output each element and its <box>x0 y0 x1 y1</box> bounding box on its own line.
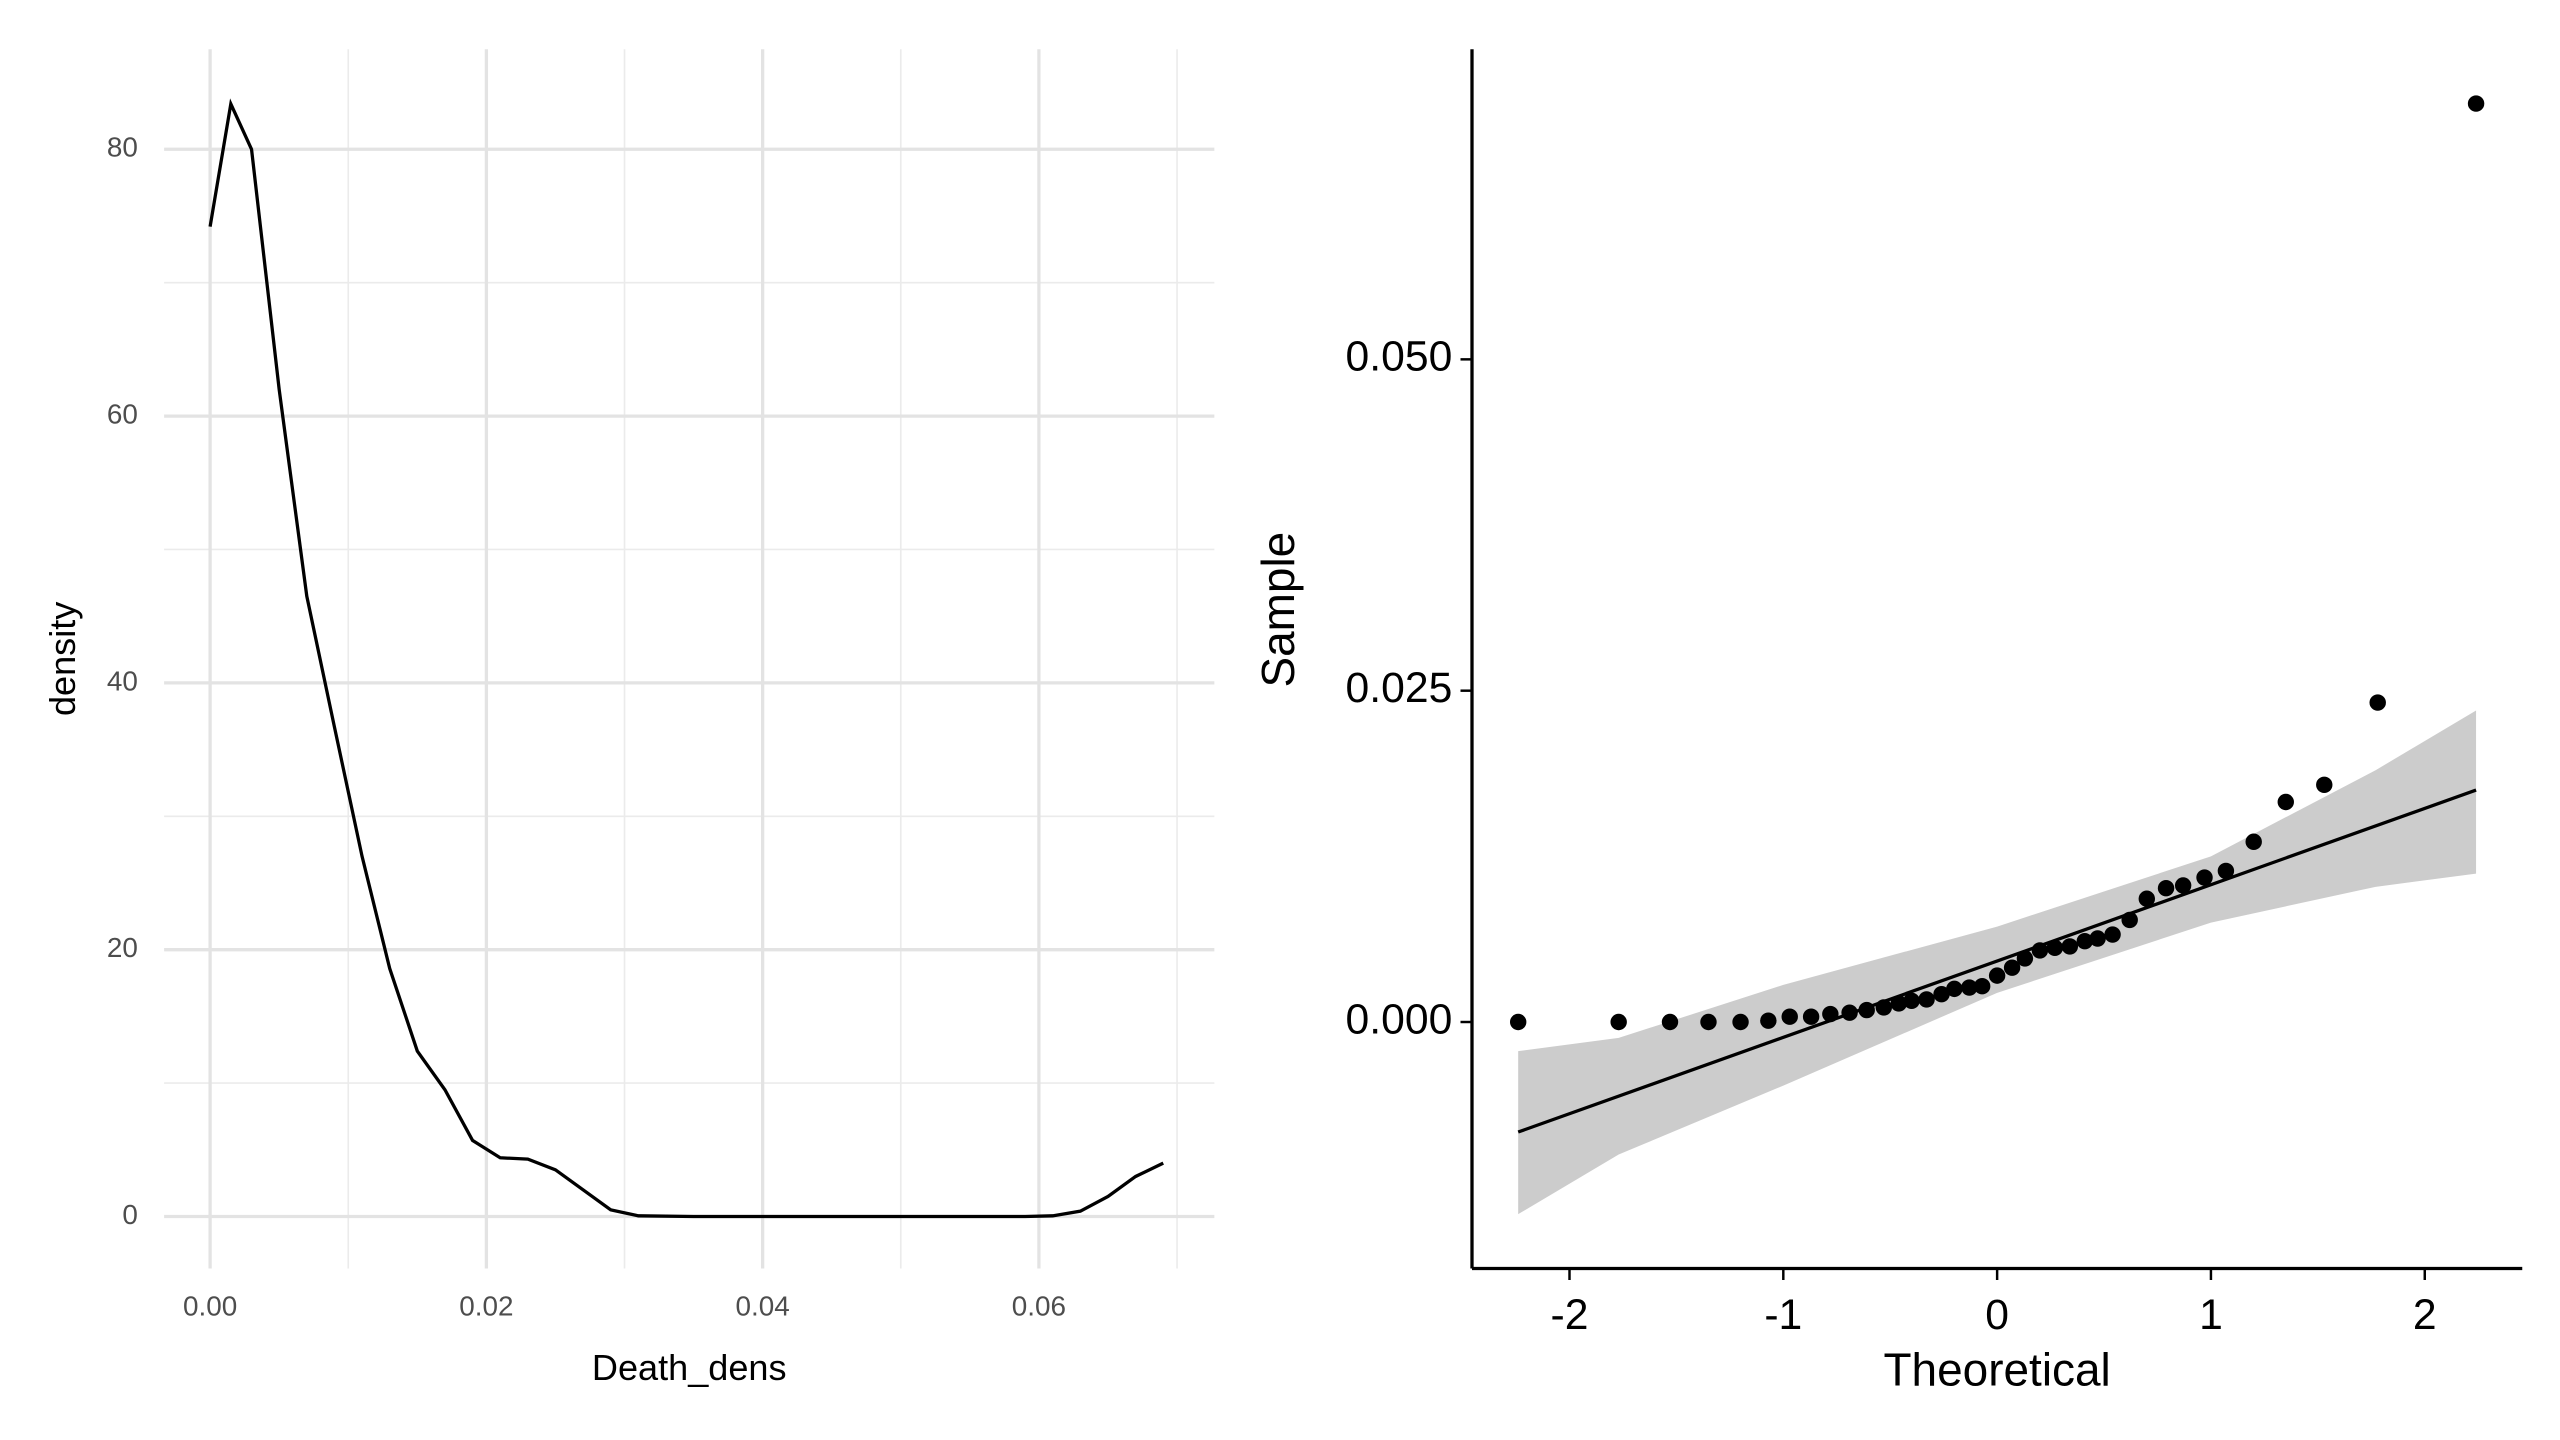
point <box>2104 926 2121 943</box>
y-tick-label: 0 <box>122 1199 138 1230</box>
point <box>1903 992 1920 1010</box>
point <box>1700 1013 1717 1031</box>
point <box>2217 862 2235 880</box>
x-tick-label: -1 <box>1764 1291 1802 1339</box>
point <box>1509 1013 1527 1031</box>
point <box>2138 890 2156 907</box>
x-tick-label: 0.06 <box>1012 1290 1066 1321</box>
x-tick-label: 2 <box>2413 1291 2437 1339</box>
point <box>1822 1005 1839 1023</box>
y-tick-label: 80 <box>107 132 138 163</box>
point <box>2196 869 2213 886</box>
x-tick-label: 0.04 <box>736 1290 790 1321</box>
point <box>2031 942 2049 959</box>
point <box>1946 980 1963 998</box>
point <box>1918 991 1935 1008</box>
x-tick-label: 0 <box>1985 1291 2009 1339</box>
density-line <box>208 98 1164 1219</box>
point <box>1610 1013 1627 1031</box>
point <box>2277 793 2294 811</box>
point <box>2003 959 2021 976</box>
y-tick-label: 20 <box>107 932 138 963</box>
point <box>2121 911 2138 929</box>
y-tick-label: 60 <box>107 398 138 429</box>
y-tick-label: 0.050 <box>1346 333 1453 381</box>
x-axis-title: Theoretical <box>1884 1344 2111 1396</box>
point <box>2016 950 2034 967</box>
point <box>2046 939 2064 956</box>
reference-line <box>1517 788 2477 1134</box>
point <box>2174 877 2192 894</box>
y-axis-title: density <box>42 602 83 716</box>
point <box>1802 1008 1820 1025</box>
y-tick-label: 40 <box>107 665 138 696</box>
point <box>1760 1012 1777 1029</box>
point <box>2369 694 2386 711</box>
x-tick-label: 1 <box>2199 1291 2223 1339</box>
point <box>2245 833 2262 850</box>
point <box>2076 932 2093 950</box>
point <box>2316 776 2333 793</box>
point <box>2061 938 2079 955</box>
point <box>1961 979 1978 996</box>
point <box>1875 999 1893 1016</box>
x-tick-label: 0.00 <box>183 1290 237 1321</box>
point <box>1661 1013 1679 1031</box>
point <box>2467 95 2485 112</box>
x-tick-label: 0.02 <box>459 1290 513 1321</box>
point <box>1858 1001 1875 1019</box>
point <box>2089 930 2106 947</box>
point <box>2157 879 2175 897</box>
x-axis-title: Death_dens <box>592 1347 787 1388</box>
point <box>1841 1004 1858 1021</box>
point <box>1781 1008 1798 1025</box>
y-axis-title: Sample <box>1252 532 1304 688</box>
point <box>1933 985 1950 1003</box>
y-tick-label: 0.000 <box>1346 995 1453 1043</box>
x-tick-label: -2 <box>1551 1291 1589 1339</box>
point <box>1973 978 1991 995</box>
point <box>1890 995 1907 1012</box>
point <box>1732 1013 1749 1031</box>
point <box>1988 967 2006 984</box>
y-tick-label: 0.025 <box>1346 664 1453 712</box>
